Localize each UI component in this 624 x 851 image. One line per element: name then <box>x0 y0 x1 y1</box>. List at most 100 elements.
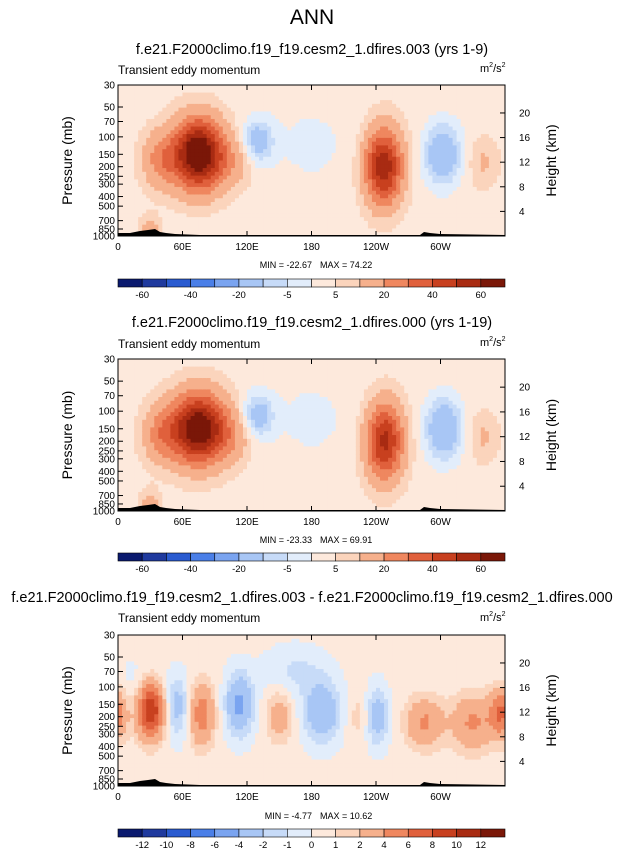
contour-cell <box>138 122 143 128</box>
y-tick-label: 700 <box>98 216 115 227</box>
y-tick-label: 400 <box>98 192 115 203</box>
contour-cell <box>488 145 494 150</box>
contour-cell <box>359 122 365 128</box>
contour-cell <box>214 134 220 139</box>
contour-cell <box>351 92 357 97</box>
contour-cell <box>396 145 401 150</box>
contour-cell <box>118 381 123 387</box>
contour-cell <box>343 88 349 94</box>
contour-cell <box>150 164 155 169</box>
contour-cell <box>222 160 228 165</box>
contour-cell <box>492 145 498 150</box>
contour-cell <box>263 149 268 154</box>
contour-cell <box>218 220 224 226</box>
contour-cell <box>291 115 296 120</box>
contour-cell <box>271 171 276 177</box>
contour-cell <box>347 156 353 162</box>
contour-cell <box>170 149 176 154</box>
contour-cell <box>376 145 381 150</box>
contour-cell <box>142 126 147 131</box>
contour-cell <box>347 228 353 233</box>
contour-cell <box>178 431 184 436</box>
contour-cell <box>448 220 454 226</box>
contour-cell <box>500 228 505 233</box>
contour-cell <box>130 115 135 120</box>
contour-cell <box>142 454 147 459</box>
contour-cell <box>186 389 192 394</box>
contour-cell <box>182 107 188 113</box>
contour-cell <box>484 164 490 169</box>
contour-cell <box>174 359 180 364</box>
contour-cell <box>210 118 216 124</box>
contour-cell <box>295 85 301 90</box>
contour-cell <box>347 179 353 184</box>
contour-cell <box>476 194 482 199</box>
contour-cell <box>130 164 135 169</box>
contour-cell <box>198 374 204 379</box>
contour-cell <box>351 88 357 94</box>
contour-cell <box>170 130 176 135</box>
contour-cell <box>384 183 389 188</box>
contour-cell <box>118 107 123 113</box>
contour-cell <box>214 96 220 101</box>
contour-cell <box>408 103 413 109</box>
contour-cell <box>255 96 260 101</box>
contour-cell <box>170 220 176 226</box>
contour-cell <box>404 103 409 109</box>
contour-cell <box>122 450 127 455</box>
contour-cell <box>226 137 232 143</box>
contour-cell <box>118 134 123 139</box>
contour-cell <box>234 92 240 97</box>
contour-cell <box>126 408 131 413</box>
contour-cell <box>408 175 413 180</box>
contour-cell <box>416 183 421 188</box>
contour-cell <box>291 134 296 139</box>
y-axis-label: Pressure (mb) <box>59 116 75 205</box>
contour-cell <box>126 152 131 158</box>
contour-cell <box>247 213 252 218</box>
contour-cell <box>154 213 159 218</box>
contour-cell <box>283 179 288 184</box>
contour-cell <box>416 164 421 169</box>
contour-cell <box>134 186 139 192</box>
contour-cell <box>170 381 176 387</box>
contour-cell <box>396 213 401 218</box>
contour-cell <box>214 419 220 425</box>
contour-cell <box>472 85 478 90</box>
contour-cell <box>162 149 167 154</box>
contour-cell <box>194 473 200 478</box>
contour-cell <box>158 228 163 233</box>
contour-cell <box>275 224 280 230</box>
contour-cell <box>202 171 208 177</box>
contour-cell <box>452 96 458 101</box>
contour-cell <box>456 145 462 150</box>
contour-cell <box>492 183 498 188</box>
contour-cell <box>178 450 184 455</box>
contour-cell <box>138 492 143 497</box>
contour-cell <box>347 122 353 128</box>
contour-cell <box>492 111 498 116</box>
contour-cell <box>460 122 466 128</box>
contour-cell <box>194 393 200 398</box>
contour-cell <box>287 122 292 128</box>
contour-cell <box>255 228 260 233</box>
contour-cell <box>408 183 413 188</box>
contour-cell <box>255 209 260 214</box>
contour-cell <box>202 141 208 147</box>
contour-cell <box>154 149 159 154</box>
contour-cell <box>138 400 143 406</box>
contour-cell <box>214 107 220 113</box>
contour-cell <box>331 213 337 218</box>
contour-cell <box>255 202 260 207</box>
contour-cell <box>436 175 442 180</box>
contour-cell <box>122 389 127 394</box>
contour-cell <box>307 213 313 218</box>
contour-cell <box>158 137 163 143</box>
contour-cell <box>158 492 163 497</box>
contour-cell <box>404 217 409 222</box>
contour-cell <box>359 232 365 236</box>
contour-cell <box>319 202 325 207</box>
contour-cell <box>255 92 260 97</box>
contour-cell <box>146 465 151 470</box>
contour-cell <box>210 370 216 375</box>
